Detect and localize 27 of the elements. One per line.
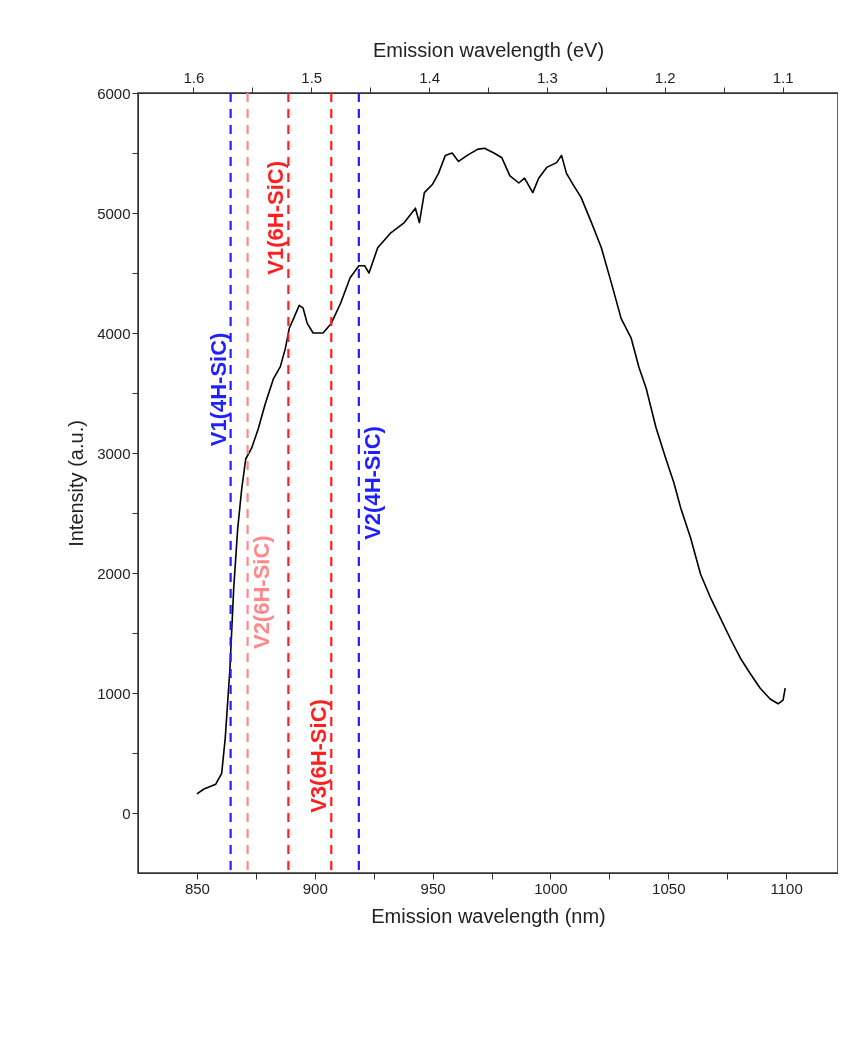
y-tick-label: 2000 bbox=[97, 564, 131, 582]
y-tick-label: 5000 bbox=[97, 204, 131, 222]
ref-line-label: V2(6H-SiC) bbox=[248, 535, 274, 650]
ref-line-label: V3(6H-SiC) bbox=[306, 699, 332, 813]
x-tick-label: 1000 bbox=[534, 879, 568, 897]
y-tick-label: 0 bbox=[122, 804, 131, 822]
y-tick-label: 3000 bbox=[97, 444, 131, 462]
x2-tick-label: 1.2 bbox=[654, 68, 676, 86]
x-tick-label: 850 bbox=[184, 879, 210, 897]
x2-tick-label: 1.3 bbox=[536, 68, 558, 86]
y-tick-label: 6000 bbox=[97, 84, 131, 102]
ref-line-label: V1(6H-SiC) bbox=[263, 160, 289, 275]
x2-tick-label: 1.6 bbox=[183, 68, 205, 86]
ref-line-label: V2(4H-SiC) bbox=[359, 426, 385, 540]
x-tick-label: 1050 bbox=[652, 879, 686, 897]
ref-line-label: V1(4H-SiC) bbox=[205, 332, 231, 447]
x2-axis-title: Emission wavelength (eV) bbox=[372, 38, 605, 61]
x-tick-label: 950 bbox=[420, 879, 446, 897]
x-tick-label: 1100 bbox=[770, 879, 803, 897]
y-axis-title: Intensity (a.u.) bbox=[65, 420, 88, 547]
x-tick-label: 900 bbox=[302, 879, 328, 897]
x-axis-title: Emission wavelength (nm) bbox=[371, 904, 606, 927]
y-tick-label: 1000 bbox=[97, 684, 131, 702]
x2-tick-label: 1.5 bbox=[301, 68, 323, 86]
x2-tick-label: 1.1 bbox=[772, 68, 794, 86]
y-tick-label: 4000 bbox=[97, 324, 131, 342]
x2-tick-label: 1.4 bbox=[419, 68, 441, 86]
